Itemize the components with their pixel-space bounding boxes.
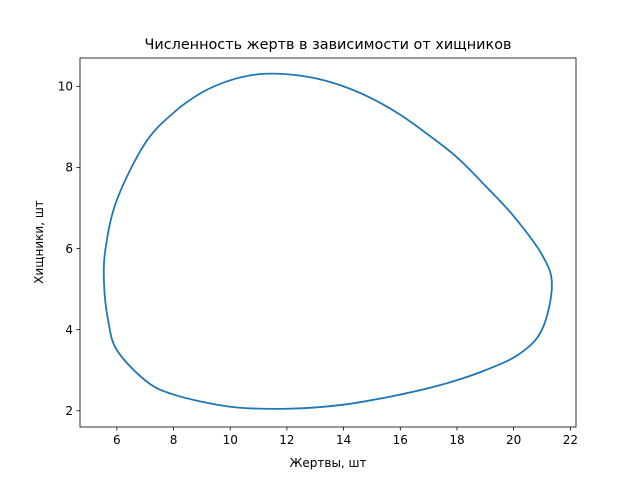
x-tick-label: 22 (563, 433, 578, 447)
x-tick-label: 10 (223, 433, 238, 447)
x-tick-label: 18 (449, 433, 464, 447)
plot-background (80, 58, 576, 427)
y-tick-label: 6 (65, 242, 73, 256)
y-tick-label: 4 (65, 323, 73, 337)
x-tick-label: 6 (113, 433, 121, 447)
series-layer (102, 72, 553, 410)
chart-title: Численность жертв в зависимости от хищни… (145, 37, 512, 53)
x-tick-label: 14 (336, 433, 351, 447)
axes-frame (79, 57, 577, 428)
y-axis: 2 4 6 8 10 (58, 80, 80, 418)
x-tick-label: 12 (279, 433, 294, 447)
x-axis: 6 8 10 12 14 16 18 20 22 (113, 427, 578, 447)
y-tick-label: 10 (58, 80, 73, 94)
x-tick-label: 20 (506, 433, 521, 447)
x-tick-label: 16 (393, 433, 408, 447)
series-line (102, 72, 553, 410)
x-tick-label: 8 (170, 433, 178, 447)
y-axis-label: Хищники, шт (32, 200, 46, 284)
x-axis-label: Жертвы, шт (289, 456, 366, 470)
y-tick-label: 8 (65, 161, 73, 175)
y-tick-label: 2 (65, 404, 73, 418)
